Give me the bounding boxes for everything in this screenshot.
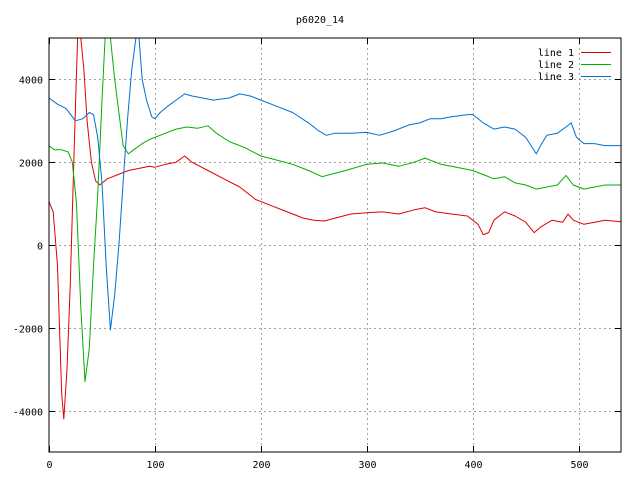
- legend-label-1: line 1: [538, 48, 574, 59]
- chart-title: p6020_14: [296, 15, 344, 26]
- y-tick-label: 2000: [19, 159, 43, 170]
- x-tick-label: 300: [358, 460, 376, 471]
- y-tick-label: 0: [37, 242, 43, 253]
- x-tick-label: 200: [252, 460, 270, 471]
- y-tick-label: 4000: [19, 76, 43, 87]
- plot-area: [49, 38, 621, 420]
- legend-label-2: line 2: [538, 60, 574, 71]
- x-tick-label: 100: [146, 460, 164, 471]
- y-tick-label: -2000: [13, 325, 43, 336]
- y-tick-label: -4000: [13, 408, 43, 419]
- x-tick-label: 400: [464, 460, 482, 471]
- legend-label-3: line 3: [538, 72, 574, 83]
- series-line-3: [49, 38, 621, 331]
- grid: [49, 38, 621, 452]
- axes: 0 100 200 300 400 500 -4000 -2000 0 2000 4000: [13, 38, 621, 471]
- x-tick-label: 500: [570, 460, 588, 471]
- series-line-2: [49, 38, 621, 383]
- series-line-1: [49, 38, 621, 420]
- x-tick-label: 0: [46, 460, 52, 471]
